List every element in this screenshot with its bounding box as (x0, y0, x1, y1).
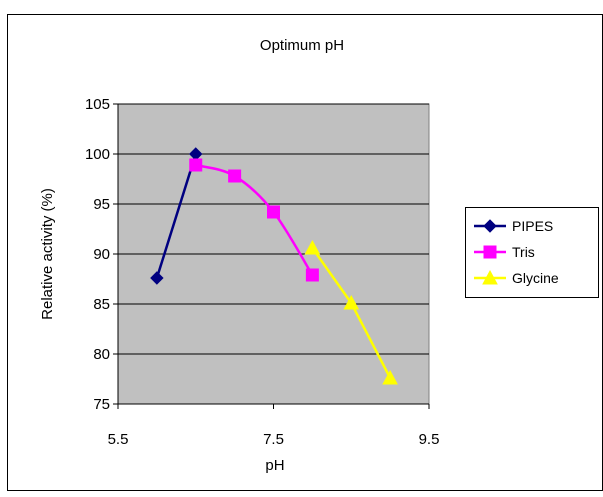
legend-label-glycine: Glycine (512, 270, 559, 286)
x-tick-label: 7.5 (263, 431, 284, 448)
data-point-glycine (343, 294, 360, 310)
y-axis-label: Relative activity (%) (39, 188, 56, 320)
x-axis-label: pH (265, 457, 284, 474)
data-point-tris (228, 169, 242, 183)
legend-label-pipes: PIPES (512, 218, 553, 234)
data-point-tris (267, 205, 280, 219)
chart-title: Optimum pH (260, 37, 344, 54)
y-tick-label: 75 (93, 396, 110, 413)
series-layer (150, 147, 398, 385)
y-tick-label: 85 (93, 296, 110, 313)
data-point-tris (305, 268, 319, 282)
data-point-glycine (382, 369, 398, 385)
legend-marker-tris (483, 245, 497, 259)
axes: 75 80 85 90 95 100 105 5.5 7.5 9.5 (85, 96, 439, 448)
y-tick-label: 100 (85, 146, 110, 163)
legend-label-tris: Tris (512, 244, 535, 260)
x-tick-label: 9.5 (419, 431, 440, 448)
data-point-tris (189, 158, 203, 172)
y-tick-label: 80 (93, 346, 110, 363)
legend-marker-glycine (482, 269, 498, 285)
y-tick-label: 90 (93, 246, 110, 263)
y-tick-label: 95 (93, 196, 110, 213)
series-line-tris (195, 163, 314, 276)
series-line-pipes (155, 153, 197, 279)
gridlines (118, 103, 429, 355)
legend-marker-pipes (483, 219, 497, 233)
data-point-glycine (304, 239, 321, 255)
y-tick-label: 105 (85, 96, 110, 113)
data-point-pipes (150, 271, 164, 285)
legend: PIPES Tris Glycine (465, 207, 599, 298)
x-tick-label: 5.5 (108, 431, 129, 448)
